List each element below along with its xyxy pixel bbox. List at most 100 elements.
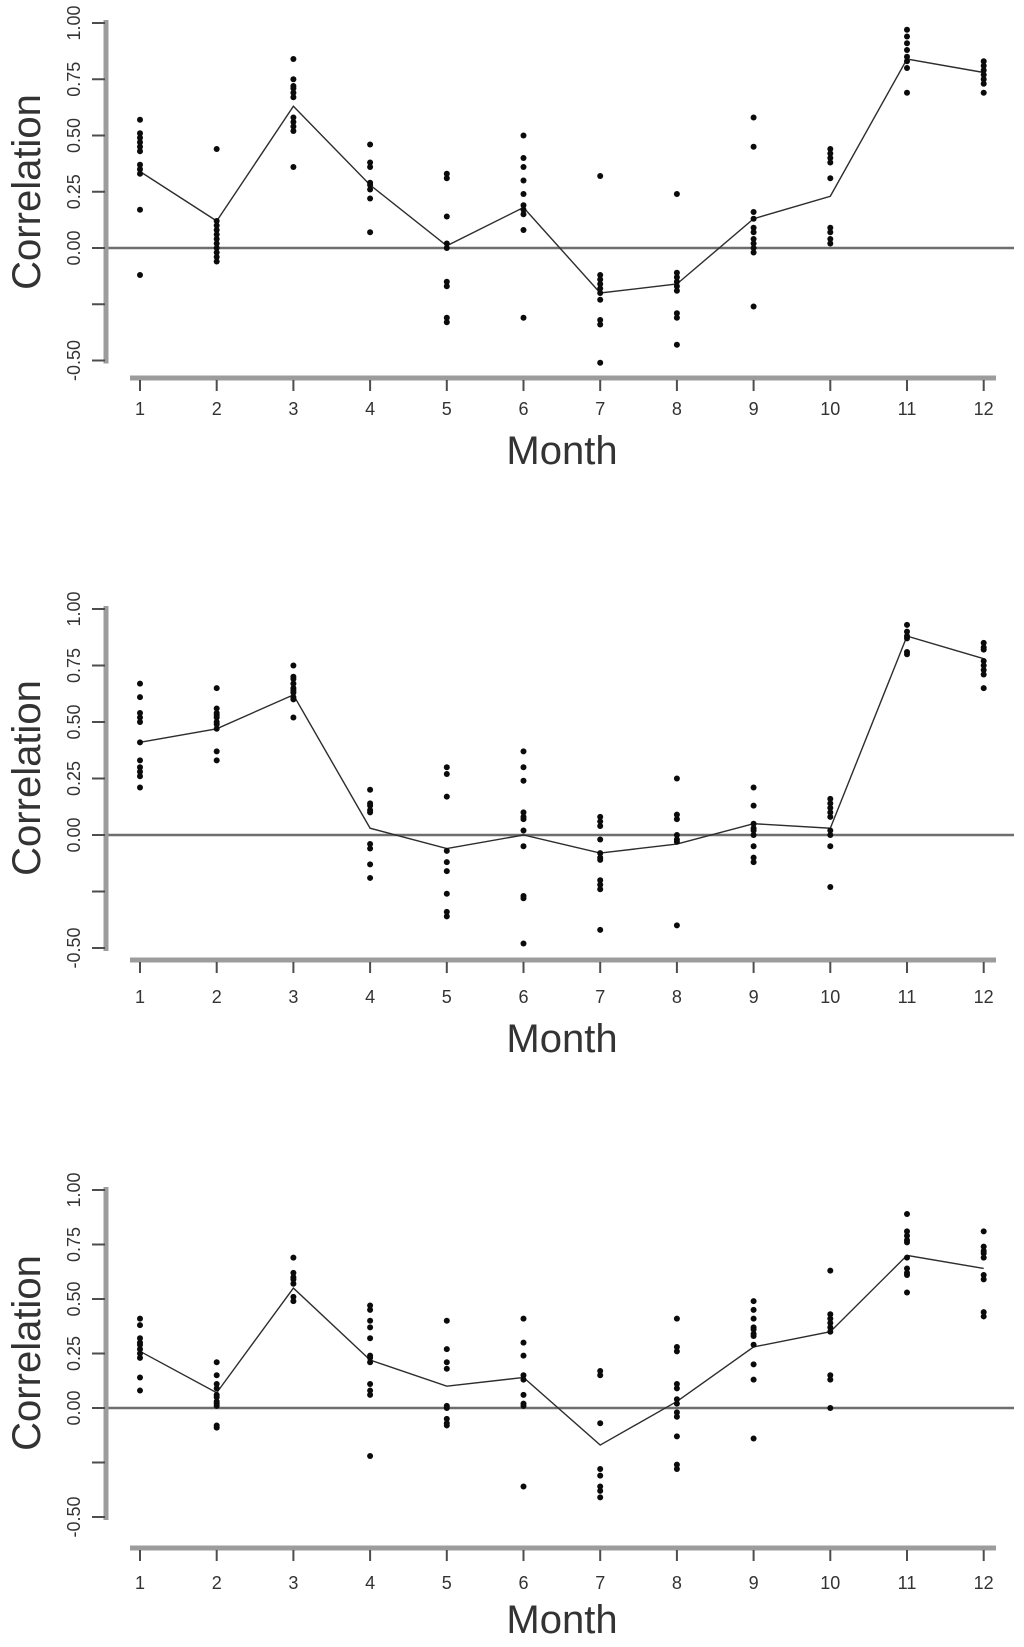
data-point <box>443 283 450 290</box>
data-point <box>673 832 680 838</box>
data-point <box>367 861 374 868</box>
data-point <box>750 1333 757 1340</box>
data-point <box>213 721 220 728</box>
data-point <box>673 1348 680 1355</box>
data-point <box>673 1413 680 1420</box>
data-point <box>673 1315 680 1322</box>
data-point <box>827 800 834 807</box>
x-axis-title: Month <box>506 1598 617 1642</box>
data-point <box>673 1433 680 1440</box>
data-point <box>520 1483 527 1490</box>
data-point <box>520 764 527 771</box>
data-point <box>213 1372 220 1379</box>
data-point <box>597 281 604 287</box>
data-point <box>597 272 604 278</box>
data-point <box>750 1326 757 1333</box>
x-tick-label: 1 <box>135 1573 145 1593</box>
data-point <box>213 236 220 242</box>
x-tick-label: 10 <box>820 399 840 419</box>
data-point <box>980 671 987 678</box>
data-point <box>367 1391 374 1398</box>
data-point <box>597 1420 604 1427</box>
data-point <box>520 177 527 184</box>
data-point <box>137 143 143 150</box>
data-point <box>290 689 297 696</box>
data-point <box>980 80 987 87</box>
data-point <box>980 1250 987 1257</box>
data-point <box>750 820 757 827</box>
data-point <box>904 635 910 642</box>
data-point <box>290 114 297 121</box>
y-tick-label: -0.50 <box>64 927 84 968</box>
data-point <box>137 739 143 746</box>
data-point <box>520 164 527 170</box>
data-point <box>137 768 143 775</box>
data-point <box>213 1402 220 1409</box>
data-point <box>750 1306 757 1313</box>
data-point <box>673 269 680 276</box>
data-point <box>980 67 987 74</box>
data-point <box>750 303 757 310</box>
data-point <box>597 359 604 366</box>
data-point <box>520 132 527 139</box>
data-point <box>367 229 374 236</box>
data-point <box>137 148 143 155</box>
data-point <box>213 725 220 732</box>
data-point <box>750 249 757 256</box>
x-tick-label: 11 <box>898 399 917 419</box>
data-point <box>827 809 834 816</box>
data-point <box>367 1306 374 1313</box>
data-point <box>520 816 527 823</box>
data-point <box>443 859 450 866</box>
data-point <box>597 886 604 893</box>
y-tick-label: 0.25 <box>64 174 84 209</box>
data-point <box>827 150 834 157</box>
data-point <box>904 26 910 33</box>
data-point <box>904 628 910 635</box>
data-point <box>290 94 297 101</box>
data-point <box>750 854 757 861</box>
data-point <box>980 685 987 692</box>
data-point <box>213 748 220 755</box>
y-tick-label: 0.00 <box>64 817 84 852</box>
data-point <box>520 1402 527 1409</box>
data-point <box>904 1232 910 1239</box>
data-point <box>290 1293 297 1300</box>
data-point <box>673 1385 680 1392</box>
data-point <box>290 123 297 130</box>
data-point <box>597 276 604 283</box>
data-point <box>443 1415 450 1422</box>
data-point <box>443 890 450 897</box>
x-tick-label: 4 <box>365 1573 375 1593</box>
data-point <box>290 56 297 62</box>
data-point <box>137 139 143 146</box>
x-tick-label: 7 <box>595 399 605 419</box>
data-point <box>443 245 450 251</box>
data-point <box>213 1359 220 1366</box>
data-point <box>597 926 604 933</box>
data-point <box>673 278 680 285</box>
data-point <box>827 1372 834 1379</box>
data-point <box>827 146 834 152</box>
y-tick-label: 0.50 <box>64 704 84 739</box>
data-point <box>980 76 987 83</box>
data-point <box>520 1391 527 1398</box>
x-tick-label: 6 <box>518 399 528 419</box>
data-point <box>367 1452 374 1459</box>
data-point <box>904 1265 910 1272</box>
x-tick-label: 8 <box>672 1573 682 1593</box>
data-point <box>750 240 757 247</box>
data-point <box>443 1405 450 1411</box>
data-point <box>367 186 374 193</box>
data-point <box>290 680 297 687</box>
data-point <box>137 272 143 278</box>
x-tick-label: 2 <box>212 987 222 1007</box>
data-point <box>443 1359 450 1366</box>
data-point <box>750 236 757 242</box>
data-point <box>367 1324 374 1331</box>
data-point <box>673 1400 680 1407</box>
data-point <box>137 1335 143 1342</box>
data-point <box>597 1494 604 1501</box>
x-tick-label: 6 <box>518 1573 528 1593</box>
data-point <box>137 1354 143 1361</box>
